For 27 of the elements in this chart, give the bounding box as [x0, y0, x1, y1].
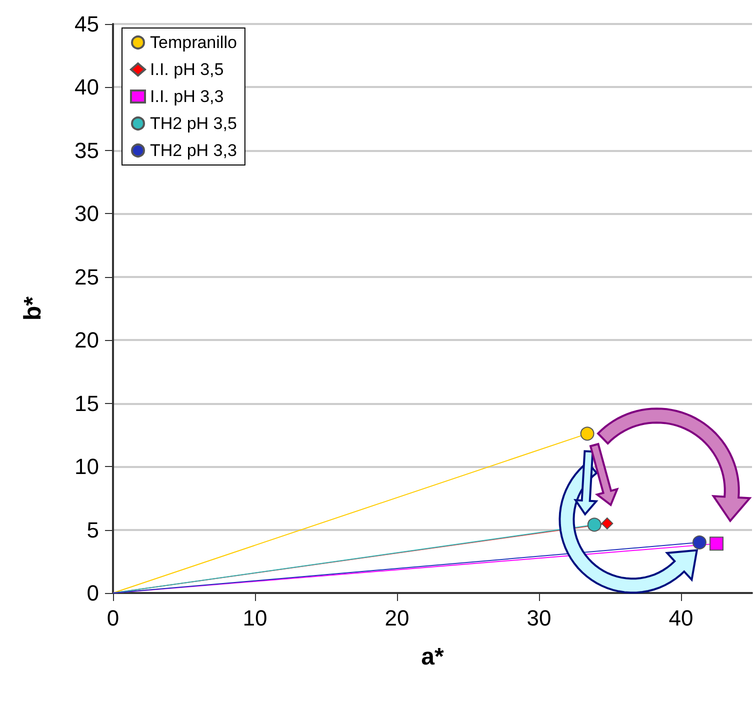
x-tick-label: 10	[242, 606, 268, 630]
y-tick-label: 10	[74, 454, 99, 480]
point	[587, 518, 602, 532]
legend-label: TH2 pH 3,5	[150, 114, 237, 133]
legend-label: Tempranillo	[150, 33, 237, 52]
y-axis-title: b*	[20, 296, 46, 320]
legend-label: I.I. pH 3,3	[150, 87, 224, 106]
y-tick-label: 30	[74, 201, 99, 226]
x-tick-label: 30	[526, 606, 552, 630]
y-tick-label: 5	[86, 517, 99, 542]
point	[580, 426, 594, 441]
y-tick-label: 25	[74, 264, 99, 290]
y-tick-label: 35	[74, 138, 99, 163]
x-tick-label: 20	[384, 606, 410, 630]
point	[710, 536, 724, 551]
x-tick-label: 40	[668, 606, 694, 630]
point	[601, 517, 614, 530]
legend-label: TH2 pH 3,3	[150, 141, 237, 160]
x-axis-title: a*	[421, 644, 445, 670]
y-tick-label: 20	[74, 328, 99, 353]
y-tick-label: 0	[86, 580, 99, 606]
point	[692, 535, 706, 550]
x-tick-label: 0	[106, 606, 120, 630]
y-tick-label: 15	[74, 390, 99, 416]
y-tick-label: 45	[74, 12, 99, 36]
y-tick-label: 40	[74, 74, 99, 100]
legend-label: I.I. pH 3,5	[150, 60, 224, 79]
